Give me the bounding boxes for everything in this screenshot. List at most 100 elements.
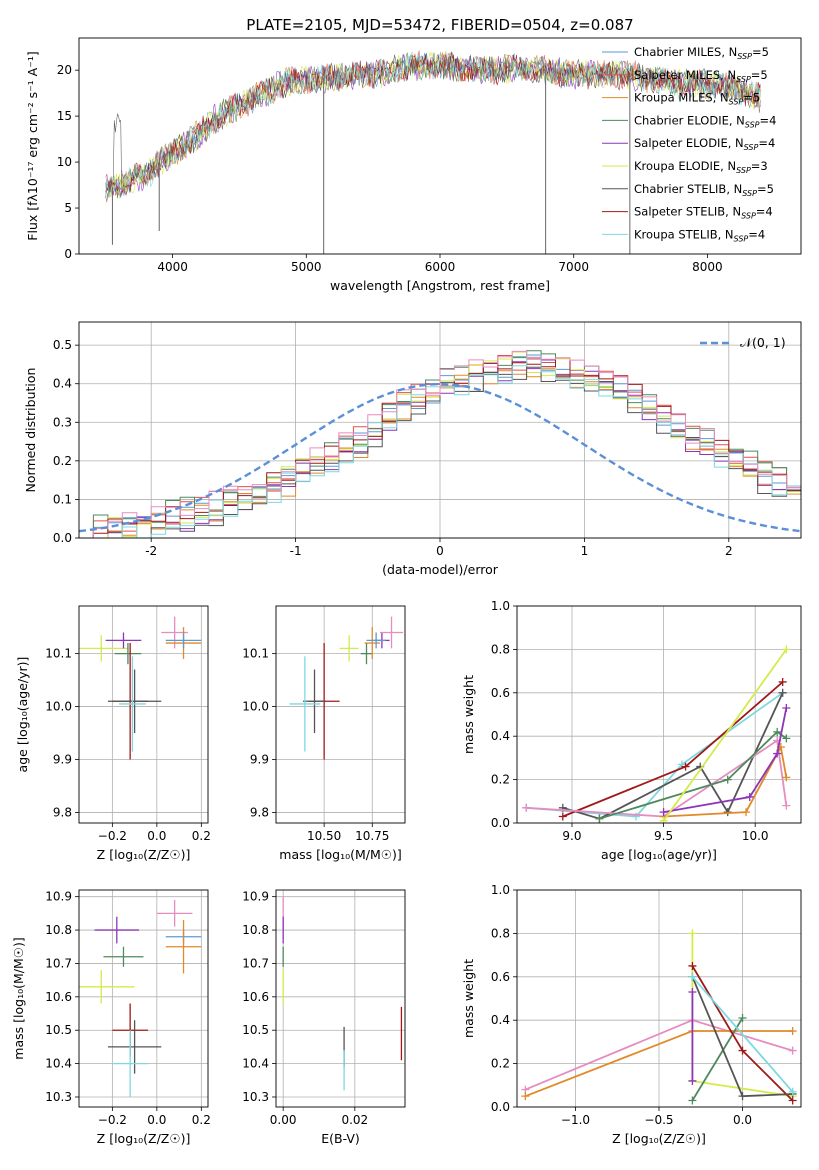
tick-label-y: 0.2 bbox=[53, 454, 72, 468]
weight-marker bbox=[688, 972, 697, 981]
plot-area bbox=[522, 645, 791, 823]
tick-label-y: 0.1 bbox=[53, 492, 72, 506]
axes-frame bbox=[78, 889, 209, 1108]
legend-label: Chabrier STELIB, NSSP=5 bbox=[634, 182, 774, 198]
weight-marker bbox=[659, 816, 668, 823]
tick-label-x: 10.0 bbox=[742, 829, 769, 843]
tick-label-y: 10.6 bbox=[242, 990, 269, 1004]
legend: Chabrier MILES, NSSP=5 Salpeter MILES, NS… bbox=[602, 45, 776, 243]
y-axis-label: Normed distribution bbox=[23, 368, 38, 493]
weight-marker bbox=[632, 812, 641, 821]
axes-frame bbox=[78, 321, 802, 539]
histogram-step bbox=[79, 350, 801, 538]
weight-marker bbox=[745, 792, 754, 801]
tick-label-y: 0.0 bbox=[491, 816, 510, 830]
x-axis-label: Z [log₁₀(Z/Z☉)] bbox=[612, 1131, 706, 1146]
tick-label-x: −1.0 bbox=[561, 1113, 590, 1127]
weight-marker bbox=[788, 1046, 797, 1055]
tick-label-x: 7000 bbox=[558, 260, 589, 274]
legend-label: Chabrier ELODIE, NSSP=4 bbox=[634, 113, 776, 129]
legend-label: Kroupa MILES, NSSP=5 bbox=[634, 91, 760, 107]
plot-area bbox=[79, 350, 801, 538]
weight-marker bbox=[773, 749, 782, 758]
tick-label-y: 10.5 bbox=[45, 1023, 72, 1037]
weight-marker bbox=[788, 1087, 797, 1096]
tick-label-y: 0.2 bbox=[491, 1057, 510, 1071]
weight-marker bbox=[681, 762, 690, 771]
weight-line bbox=[663, 744, 788, 818]
weight-marker bbox=[688, 1076, 697, 1085]
y-axis-label: Flux [fλ10⁻¹⁷ erg cm⁻² s⁻¹ A⁻¹] bbox=[25, 51, 40, 240]
weight-marker bbox=[688, 987, 697, 996]
tick-label-y: 10.4 bbox=[242, 1057, 269, 1071]
weight-marker bbox=[688, 929, 697, 938]
x-axis-label: Z [log₁₀(Z/Z☉)] bbox=[97, 847, 191, 862]
axes-frame bbox=[275, 889, 406, 1108]
axes-frame bbox=[516, 889, 802, 1108]
tick-label-y: 0.8 bbox=[491, 926, 510, 940]
figure-title: PLATE=2105, MJD=53472, FIBERID=0504, z=0… bbox=[246, 16, 633, 34]
weight-marker bbox=[782, 801, 791, 810]
axes-frame bbox=[78, 605, 209, 824]
panel-spectrum: 4000 5000 6000 7000 8000 0 5 10 15 20 wavelength [… bbox=[25, 37, 802, 293]
tick-label-y: 0.0 bbox=[491, 1100, 510, 1114]
spectrum-line bbox=[105, 52, 761, 199]
legend-label: Kroupa STELIB, NSSP=4 bbox=[634, 227, 765, 243]
tick-label-x: 0.2 bbox=[192, 1113, 211, 1127]
tick-label-x: −0.2 bbox=[98, 1113, 127, 1127]
spectrum-line bbox=[105, 51, 761, 204]
tick-label-y: 10 bbox=[57, 155, 72, 169]
weight-marker bbox=[738, 1092, 747, 1101]
tick-label-y: 15 bbox=[57, 109, 72, 123]
tick-label-x: -1 bbox=[290, 544, 302, 558]
tick-label-y: 10.7 bbox=[242, 956, 269, 970]
tick-label-y: 10.6 bbox=[45, 990, 72, 1004]
tick-label-x: 10.75 bbox=[355, 829, 389, 843]
panel-age_vs_Z: −0.2 0.0 0.2 9.8 9.9 10.0 10.1 Z [log₁₀(Z/Z☉)] a… bbox=[15, 605, 211, 862]
weight-marker bbox=[782, 703, 791, 712]
tick-label-y: 1.0 bbox=[491, 599, 510, 613]
weight-line bbox=[663, 707, 788, 813]
tick-label-x: 0.0 bbox=[147, 829, 166, 843]
tick-label-y: 10.8 bbox=[45, 923, 72, 937]
weight-line bbox=[662, 648, 788, 822]
plot-area bbox=[289, 616, 404, 760]
tick-label-x: 1 bbox=[581, 544, 589, 558]
tick-label-y: 10.0 bbox=[45, 700, 72, 714]
weight-line bbox=[526, 738, 788, 818]
tick-label-y: 10.0 bbox=[242, 700, 269, 714]
x-axis-label: mass [log₁₀(M/M☉)] bbox=[279, 847, 401, 862]
tick-label-x: 5000 bbox=[291, 260, 322, 274]
tick-label-y: 10.9 bbox=[45, 890, 72, 904]
tick-label-y: 9.8 bbox=[53, 805, 72, 819]
tick-label-y: 0.8 bbox=[491, 642, 510, 656]
weight-marker bbox=[595, 814, 604, 823]
weight-marker bbox=[522, 803, 531, 812]
panel-residuals: -2 -1 0 1 2 0.0 0.1 0.2 0.3 0.4 0.5 (data-model)/er… bbox=[23, 321, 802, 577]
tick-label-x: 8000 bbox=[692, 260, 723, 274]
tick-label-y: 0.5 bbox=[53, 338, 72, 352]
weight-marker bbox=[742, 808, 751, 817]
tick-label-y: 10.5 bbox=[242, 1023, 269, 1037]
weight-marker bbox=[773, 727, 782, 736]
tick-label-y: 10.1 bbox=[45, 647, 72, 661]
tick-label-y: 10.1 bbox=[242, 647, 269, 661]
weight-marker bbox=[521, 1092, 530, 1101]
tick-label-y: 0.4 bbox=[491, 729, 510, 743]
y-axis-label: mass [log₁₀(M/M☉)] bbox=[11, 937, 26, 1059]
plot-area bbox=[79, 616, 202, 760]
panel-weight_vs_age: 9.0 9.5 10.0 0.0 0.2 0.4 0.6 0.8 1.0 age [log₁₀(a… bbox=[461, 599, 802, 862]
tick-label-y: 10.3 bbox=[242, 1090, 269, 1104]
tick-label-y: 5 bbox=[64, 201, 72, 215]
weight-line bbox=[691, 1017, 744, 1101]
gaussian-curve bbox=[79, 382, 801, 533]
weight-marker bbox=[778, 677, 787, 686]
tick-label-x: 0 bbox=[436, 544, 444, 558]
tick-label-x: −0.2 bbox=[98, 829, 127, 843]
tick-label-x: 4000 bbox=[157, 260, 188, 274]
axes-frame bbox=[516, 605, 802, 824]
x-axis-label: age [log₁₀(age/yr)] bbox=[601, 847, 717, 862]
tick-label-x: 9.0 bbox=[562, 829, 581, 843]
tick-label-y: 20 bbox=[57, 63, 72, 77]
tick-label-y: 1.0 bbox=[491, 883, 510, 897]
